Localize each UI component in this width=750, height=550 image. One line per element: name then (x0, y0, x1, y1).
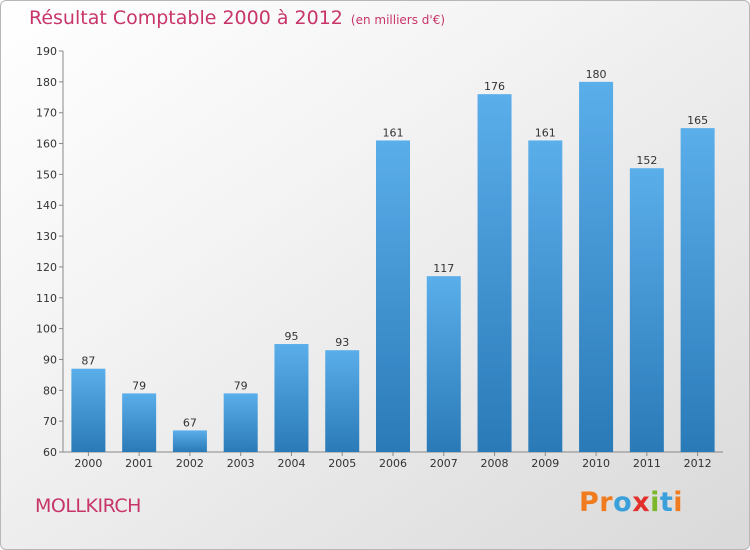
y-tick-label: 140 (36, 199, 57, 212)
x-tick-label: 2001 (125, 457, 153, 470)
x-tick-label: 2005 (328, 457, 356, 470)
bar-2007 (426, 276, 461, 452)
bar-2011 (629, 168, 664, 452)
bar-2001 (122, 393, 157, 452)
x-tick-label: 2006 (379, 457, 407, 470)
bar-2006 (376, 140, 410, 452)
y-tick-label: 170 (36, 107, 57, 120)
bar-2004 (274, 344, 309, 452)
bar-2005 (325, 350, 360, 452)
bar-2003 (223, 393, 258, 452)
town-name: MOLLKIRCH (35, 495, 141, 517)
logo-letter: P (579, 487, 600, 518)
value-label: 67 (183, 416, 197, 429)
logo-letter: i (673, 487, 684, 518)
x-tick-label: 2012 (684, 457, 712, 470)
chart-subtitle: (en milliers d'€) (350, 13, 446, 27)
y-tick-label: 150 (36, 168, 57, 181)
value-label: 79 (132, 379, 146, 392)
logo-letter: r (599, 487, 614, 518)
y-tick-label: 180 (36, 76, 57, 89)
y-tick-label: 110 (36, 292, 57, 305)
value-label: 165 (687, 114, 708, 127)
bar-2012 (680, 128, 715, 452)
y-tick-label: 130 (36, 230, 57, 243)
x-tick-label: 2003 (227, 457, 255, 470)
value-label: 180 (586, 68, 607, 81)
logo-letter: x (632, 487, 651, 518)
x-tick-label: 2008 (481, 457, 509, 470)
logo-letter: i (650, 487, 660, 518)
x-tick-label: 2004 (277, 457, 305, 470)
logo-letter: t (659, 487, 674, 518)
bar-2009 (528, 140, 563, 452)
value-label: 161 (535, 126, 556, 139)
bar-2008 (477, 94, 512, 452)
value-label: 152 (636, 154, 657, 167)
x-tick-label: 2009 (531, 457, 559, 470)
x-tick-label: 2011 (633, 457, 661, 470)
proxiti-logo: Proxiti (579, 487, 683, 518)
value-label: 117 (433, 262, 454, 275)
y-tick-label: 120 (36, 261, 57, 274)
y-tick-label: 80 (43, 384, 57, 397)
x-tick-label: 2000 (74, 457, 102, 470)
x-tick-label: 2002 (176, 457, 204, 470)
value-label: 87 (81, 355, 95, 368)
y-tick-label: 190 (36, 45, 57, 58)
logo-letter: o (613, 487, 633, 518)
value-label: 176 (484, 80, 505, 93)
y-tick-label: 160 (36, 138, 57, 151)
chart-title-block: Résultat Comptable 2000 à 2012 (en millie… (29, 7, 445, 29)
value-label: 93 (335, 336, 349, 349)
x-tick-label: 2010 (582, 457, 610, 470)
chart-title: Résultat Comptable 2000 à 2012 (29, 7, 343, 29)
value-label: 161 (383, 126, 404, 139)
x-tick-label: 2007 (430, 457, 458, 470)
value-label: 79 (234, 379, 248, 392)
y-tick-label: 60 (43, 446, 57, 459)
y-tick-label: 100 (36, 323, 57, 336)
bar-2002 (172, 430, 207, 452)
y-tick-label: 70 (43, 415, 57, 428)
bar-2000 (71, 368, 106, 452)
y-tick-label: 90 (43, 353, 57, 366)
bar-2010 (579, 81, 614, 452)
value-label: 95 (284, 330, 298, 343)
